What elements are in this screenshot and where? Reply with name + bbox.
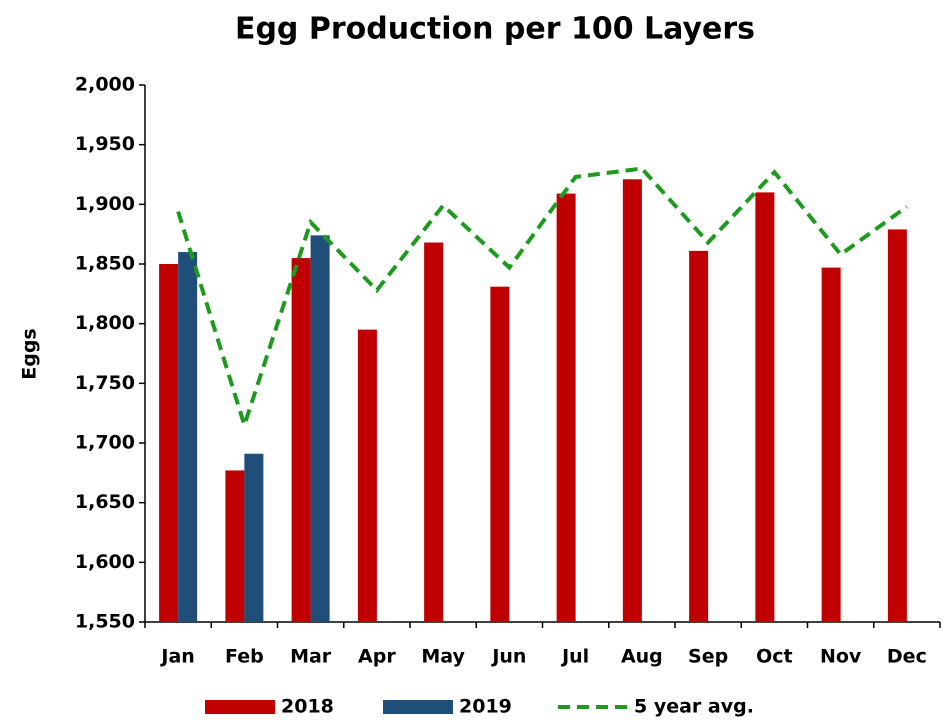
x-tick-label: Mar [290, 646, 332, 668]
line-series [176, 166, 909, 432]
bar [424, 242, 444, 622]
y-tick-label: 1,750 [75, 372, 135, 394]
bar [755, 192, 775, 622]
y-axis-label: Eggs [19, 328, 41, 380]
legend-label: 5 year avg. [634, 696, 754, 718]
y-tick-label: 1,800 [75, 312, 135, 334]
y-tick-label: 1,600 [75, 551, 135, 573]
bar [821, 267, 841, 622]
y-tick-label: 1,850 [75, 253, 135, 275]
bar [178, 252, 198, 623]
x-tick-label: Nov [820, 646, 862, 668]
legend-swatch [205, 700, 275, 714]
x-tick-label: Apr [358, 646, 396, 668]
bar [622, 179, 642, 623]
bar [490, 286, 510, 622]
x-tick-label: Oct [756, 646, 793, 668]
bar [357, 329, 377, 622]
x-tick-label: Jun [490, 646, 526, 668]
bar [310, 235, 330, 623]
x-tick-label: May [421, 646, 465, 668]
x-tick-label: Dec [887, 646, 927, 668]
y-tick-label: 1,650 [75, 491, 135, 513]
x-tick-label: Jan [159, 646, 194, 668]
bar [291, 258, 311, 622]
bar [244, 453, 264, 622]
x-tick-label: Sep [688, 646, 728, 668]
y-tick-label: 1,700 [75, 432, 135, 454]
x-tick-label: Jul [560, 646, 589, 668]
bar [159, 264, 179, 622]
bar [225, 470, 245, 622]
y-tick-label: 2,000 [75, 74, 135, 96]
x-tick-label: Aug [621, 646, 663, 668]
legend-label: 2019 [459, 696, 512, 718]
bar [887, 229, 907, 623]
y-tick-label: 1,550 [75, 611, 135, 633]
y-tick-label: 1,950 [75, 133, 135, 155]
bar [689, 250, 709, 622]
y-tick-label: 1,900 [75, 193, 135, 215]
legend-swatch [383, 700, 453, 714]
bar [556, 193, 576, 623]
x-tick-label: Feb [225, 646, 264, 668]
chart-title: Egg Production per 100 Layers [235, 12, 755, 47]
legend-label: 2018 [281, 696, 334, 718]
